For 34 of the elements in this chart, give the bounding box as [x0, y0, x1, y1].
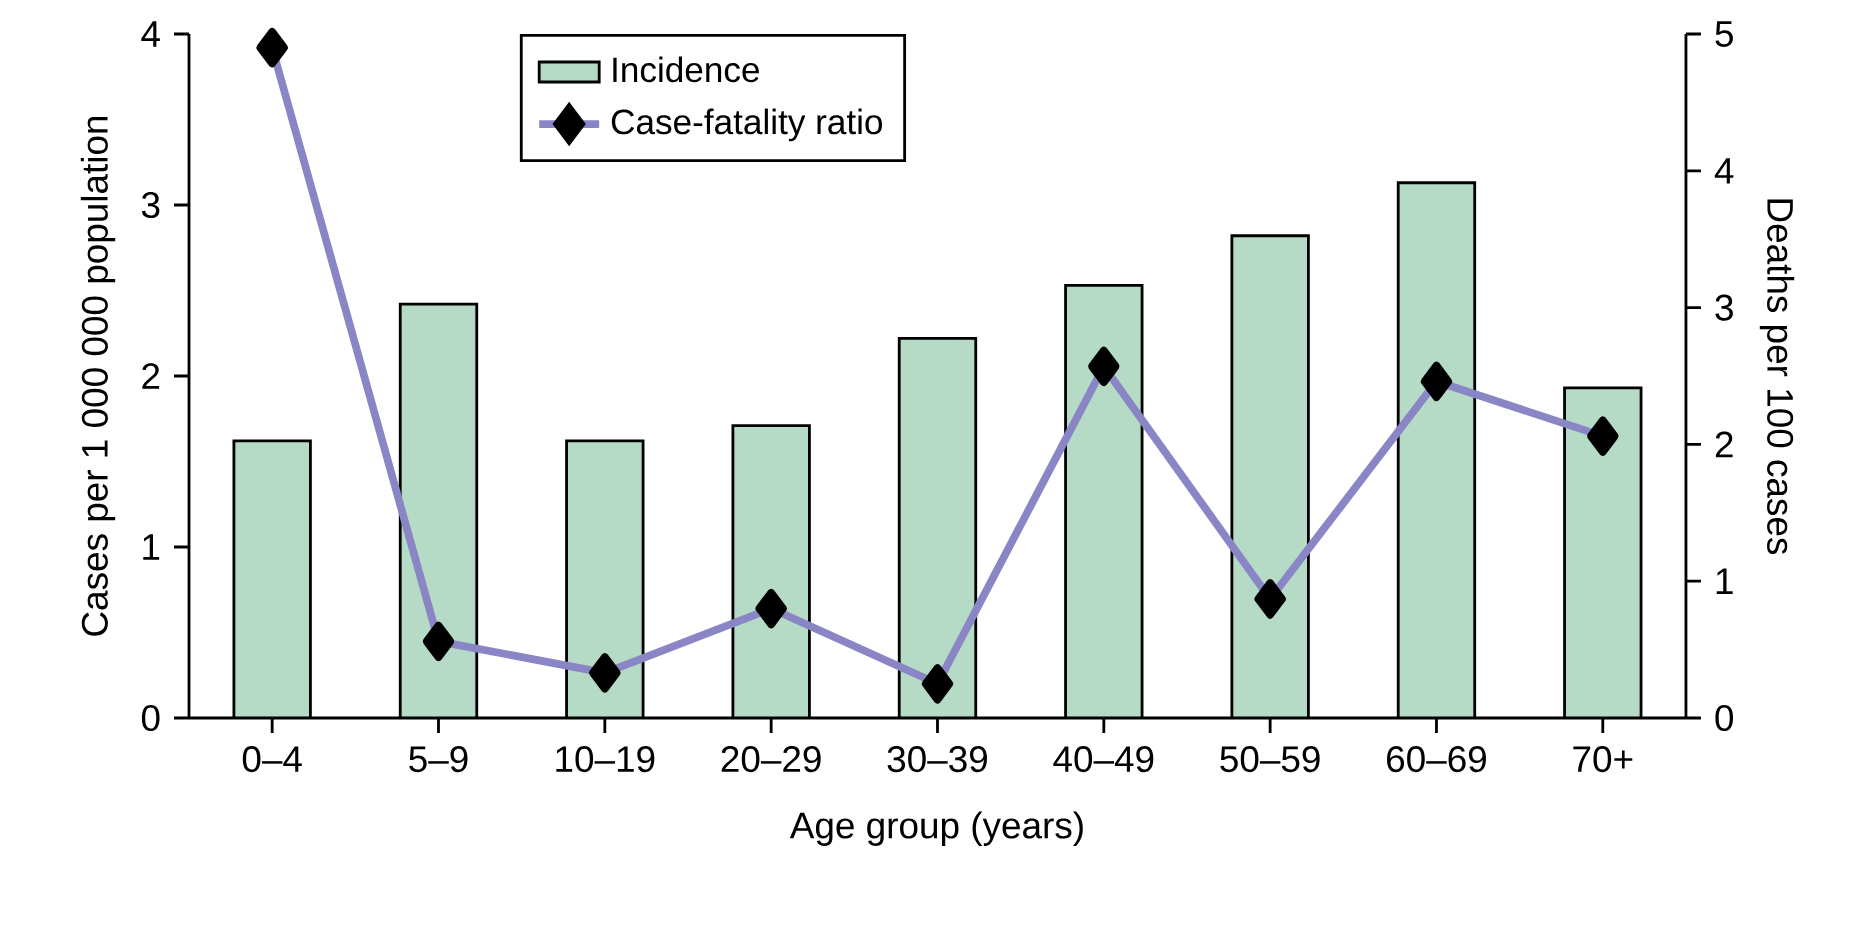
y-tick-label: 0: [141, 704, 160, 732]
bar: [899, 338, 976, 718]
y2-tick-label: 2: [1715, 431, 1733, 458]
y2-tick-label: 0: [1715, 704, 1734, 732]
bar: [1563, 386, 1643, 718]
x-tick-label: 50–59: [1220, 746, 1320, 773]
bar: [732, 425, 810, 718]
y-tick-label: 3: [141, 191, 160, 219]
x-tick-label: 20–29: [721, 746, 821, 773]
x-tick-label: 70+: [1573, 746, 1633, 773]
y2-axis-title: Deaths per 100 cases: [1759, 199, 1795, 555]
bar: [400, 304, 477, 718]
y2-tick-label: 1: [1716, 568, 1733, 594]
y-tick-label: 1: [143, 534, 160, 560]
legend-label: Case-fatality ratio: [611, 108, 883, 142]
bar: [1231, 235, 1309, 718]
x-tick-label: 5–9: [409, 746, 468, 773]
x-axis-title: Age group (years): [789, 811, 1083, 846]
x-tick-label: 40–49: [1053, 746, 1154, 773]
y-tick-label: 2: [142, 363, 160, 389]
y-tick-label: 4: [141, 21, 160, 47]
x-tick-label: 30–39: [887, 746, 987, 773]
y2-tick-label: 3: [1715, 294, 1733, 321]
y-axis-title: Cases per 1 000 000 population: [80, 116, 116, 636]
x-tick-label: 0–4: [242, 746, 302, 773]
y2-tick-label: 5: [1715, 21, 1733, 47]
x-tick-label: 10–19: [556, 746, 655, 773]
bar: [1065, 285, 1143, 718]
bar: [566, 440, 644, 718]
x-tick-label: 60–69: [1387, 746, 1486, 773]
bar: [233, 440, 311, 718]
y2-tick-label: 4: [1714, 158, 1734, 184]
bar: [1398, 182, 1475, 718]
legend-label: Incidence: [613, 56, 759, 83]
